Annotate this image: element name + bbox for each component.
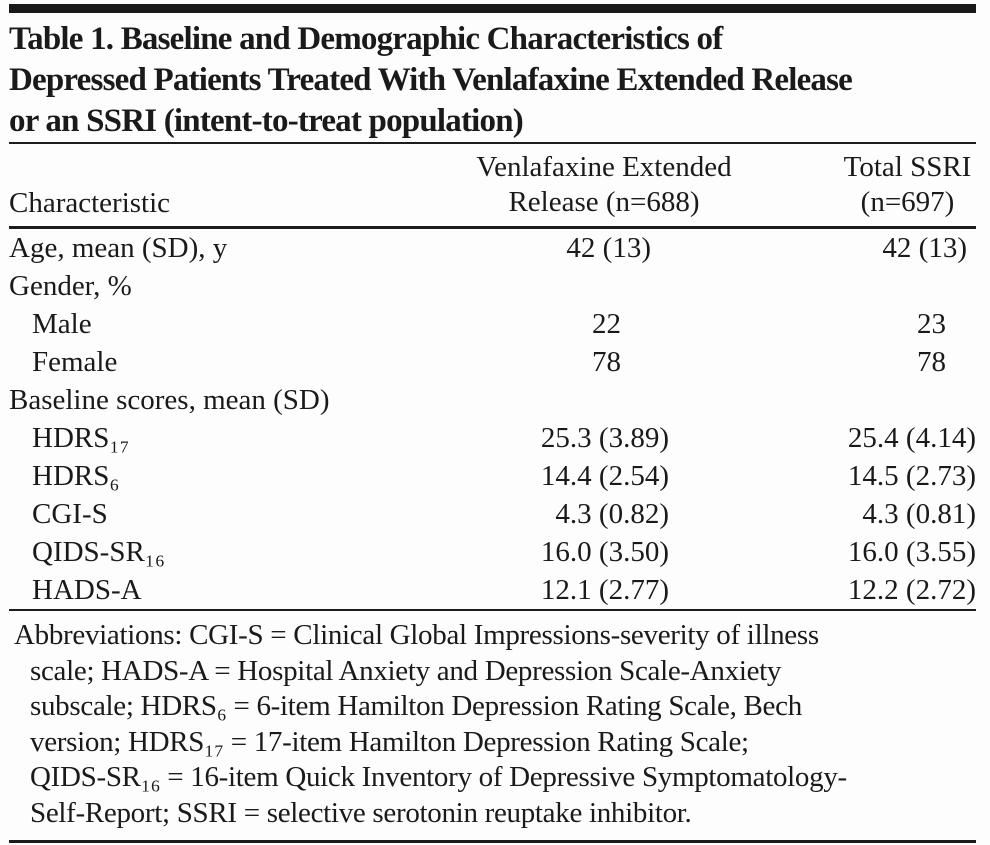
table-row-age: Age, mean (SD), y 42 (13) 42 (13) (9, 228, 976, 268)
col-header-venlafaxine: Venlafaxine Extended Release (n=688) (469, 144, 739, 229)
footnote-line-5: QIDS-SR₁₆ = 16-item Quick Inventory of D… (30, 761, 847, 793)
table-title: Table 1. Baseline and Demographic Charac… (9, 19, 976, 142)
row-value-hads-a-venlafaxine: 12.1 (2.77) (540, 574, 669, 606)
row-label-qids-sr16: QIDS-SR₁₆ (32, 536, 166, 568)
row-value-cgi-s-venlafaxine: 4.3 (0.82) (555, 498, 669, 530)
row-value-hads-a-ssri: 12.2 (2.72) (847, 574, 976, 606)
col-header-venlafaxine-line-1: Venlafaxine Extended (476, 151, 732, 183)
table-title-line-1: Table 1. Baseline and Demographic Charac… (9, 21, 723, 57)
col-header-total-ssri: Total SSRI (n=697) (739, 144, 976, 229)
row-value-male-ssri: 23 (917, 308, 946, 340)
row-value-gender-venlafaxine (469, 267, 739, 305)
table-row-female: Female 78 78 (9, 343, 976, 381)
bottom-rule-bar (9, 840, 976, 843)
col-header-venlafaxine-line-2: Release (n=688) (508, 186, 700, 218)
row-label-hads-a: HADS-A (32, 574, 142, 606)
table-row-cgi-s: CGI-S 4.3 (0.82) 4.3 (0.81) (9, 495, 976, 533)
row-label-hdrs6: HDRS₆ (32, 460, 120, 492)
row-label-gender: Gender, % (9, 270, 132, 302)
table-title-line-2: Depressed Patients Treated With Venlafax… (9, 62, 853, 98)
row-label-cgi-s: CGI-S (32, 498, 108, 530)
row-value-baseline-ssri (739, 381, 976, 419)
row-value-baseline-venlafaxine (469, 381, 739, 419)
table-row-hads-a: HADS-A 12.1 (2.77) 12.2 (2.72) (9, 571, 976, 609)
row-value-hdrs17-venlafaxine: 25.3 (3.89) (540, 422, 669, 454)
row-value-hdrs17-ssri: 25.4 (4.14) (847, 422, 976, 454)
table-row-male: Male 22 23 (9, 305, 976, 343)
table-row-gender: Gender, % (9, 267, 976, 305)
row-value-female-venlafaxine: 78 (592, 346, 621, 378)
row-label-baseline-scores: Baseline scores, mean (SD) (9, 384, 330, 416)
characteristics-table: Characteristic Venlafaxine Extended Rele… (9, 144, 976, 609)
row-label-female: Female (32, 346, 118, 378)
col-header-total-ssri-line-1: Total SSRI (843, 151, 972, 183)
table-figure: Table 1. Baseline and Demographic Charac… (0, 4, 990, 843)
table-row-hdrs17: HDRS₁₇ 25.3 (3.89) 25.4 (4.14) (9, 419, 976, 457)
table-row-baseline-scores: Baseline scores, mean (SD) (9, 381, 976, 419)
row-label-age: Age, mean (SD), y (9, 232, 228, 264)
row-value-gender-ssri (739, 267, 976, 305)
row-label-male: Male (32, 308, 92, 340)
row-value-age-venlafaxine: 42 (13) (566, 232, 651, 264)
table-row-qids-sr16: QIDS-SR₁₆ 16.0 (3.50) 16.0 (3.55) (9, 533, 976, 571)
col-header-characteristic: Characteristic (9, 144, 469, 229)
footnote-line-3: subscale; HDRS₆ = 6-item Hamilton Depres… (30, 690, 802, 722)
title-divider (9, 142, 976, 144)
abbreviations-footnote: Abbreviations: CGI-S = Clinical Global I… (9, 611, 976, 840)
row-value-hdrs6-ssri: 14.5 (2.73) (847, 460, 976, 492)
table-header-row: Characteristic Venlafaxine Extended Rele… (9, 144, 976, 229)
row-value-age-ssri: 42 (13) (882, 232, 967, 264)
top-rule-bar (9, 4, 976, 13)
footnote-line-6: Self-Report; SSRI = selective serotonin … (30, 796, 692, 829)
row-label-hdrs17: HDRS₁₇ (32, 422, 130, 454)
row-value-cgi-s-ssri: 4.3 (0.81) (862, 498, 976, 530)
footnote-line-1: Abbreviations: CGI-S = Clinical Global I… (14, 619, 819, 651)
footnote-divider (9, 609, 976, 611)
row-value-qids-sr16-ssri: 16.0 (3.55) (847, 536, 976, 568)
row-value-female-ssri: 78 (917, 346, 946, 378)
row-value-male-venlafaxine: 22 (592, 308, 621, 340)
table-title-line-3: or an SSRI (intent-to-treat population) (9, 103, 524, 139)
col-header-total-ssri-line-2: (n=697) (860, 186, 955, 218)
footnote-line-2: scale; HADS-A = Hospital Anxiety and Dep… (30, 654, 782, 687)
row-value-qids-sr16-venlafaxine: 16.0 (3.50) (540, 536, 669, 568)
footnote-line-4: version; HDRS₁₇ = 17-item Hamilton Depre… (30, 725, 749, 758)
row-value-hdrs6-venlafaxine: 14.4 (2.54) (540, 460, 669, 492)
table-row-hdrs6: HDRS₆ 14.4 (2.54) 14.5 (2.73) (9, 457, 976, 495)
